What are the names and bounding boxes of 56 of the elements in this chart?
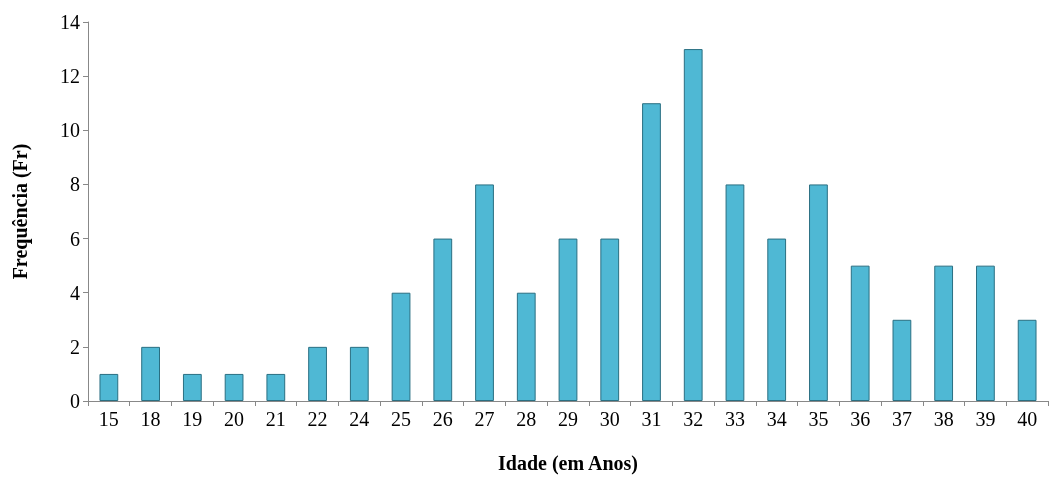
x-tick-label: 36 [850, 408, 871, 430]
bar [809, 184, 828, 401]
bar [349, 346, 369, 401]
x-tick-label: 24 [349, 408, 370, 430]
x-tick-label: 30 [599, 408, 620, 430]
x-tick-label: 38 [933, 408, 954, 430]
bar [266, 373, 286, 401]
bar [683, 49, 703, 401]
x-tick-label: 25 [391, 408, 412, 430]
x-tick-label: 27 [474, 408, 495, 430]
bar [475, 184, 494, 401]
x-tick-label: 39 [975, 408, 996, 430]
x-tick-label: 20 [224, 408, 245, 430]
x-axis-title: Idade (em Anos) [497, 452, 639, 475]
bar [725, 184, 745, 401]
bar [99, 373, 119, 401]
bar [308, 346, 327, 401]
x-tick-label: 31 [641, 408, 662, 430]
x-tick-label: 29 [558, 408, 578, 430]
y-tick-label: 2 [70, 335, 80, 358]
bar [934, 265, 954, 401]
x-tick-label: 32 [683, 408, 704, 430]
bar [558, 238, 578, 401]
x-tick-label: 21 [265, 408, 286, 430]
y-tick-label: 0 [70, 390, 80, 412]
bar [892, 319, 912, 401]
x-tick-label: 15 [98, 408, 119, 430]
bar [224, 373, 244, 401]
x-tick-label: 34 [766, 408, 787, 430]
x-tick-label: 40 [1017, 408, 1038, 430]
y-tick-label: 14 [60, 11, 80, 33]
x-tick-label: 18 [140, 408, 161, 430]
bar [976, 265, 995, 401]
bar [433, 238, 453, 401]
x-tick-label: 37 [891, 408, 912, 430]
bar [182, 373, 202, 401]
y-axis-title: Frequência (Fr) [9, 143, 32, 280]
x-tick-label: 26 [432, 408, 453, 430]
y-tick-label: 10 [60, 119, 80, 142]
x-tick-label: 33 [724, 408, 745, 430]
bar [600, 238, 620, 401]
bar [767, 238, 787, 401]
x-tick-label: 22 [307, 408, 328, 430]
x-tick-label: 19 [182, 408, 203, 430]
bar [642, 103, 661, 401]
bar [850, 265, 870, 401]
y-tick-label: 12 [60, 65, 80, 88]
x-tick-label: 28 [516, 408, 537, 430]
bar [1017, 319, 1037, 401]
y-tick-label: 4 [70, 281, 80, 304]
bar [391, 292, 411, 401]
y-tick-label: 6 [70, 227, 80, 250]
bar [516, 292, 536, 401]
bar [141, 346, 160, 401]
x-tick-label: 35 [808, 408, 829, 430]
y-tick-label: 8 [70, 173, 80, 196]
